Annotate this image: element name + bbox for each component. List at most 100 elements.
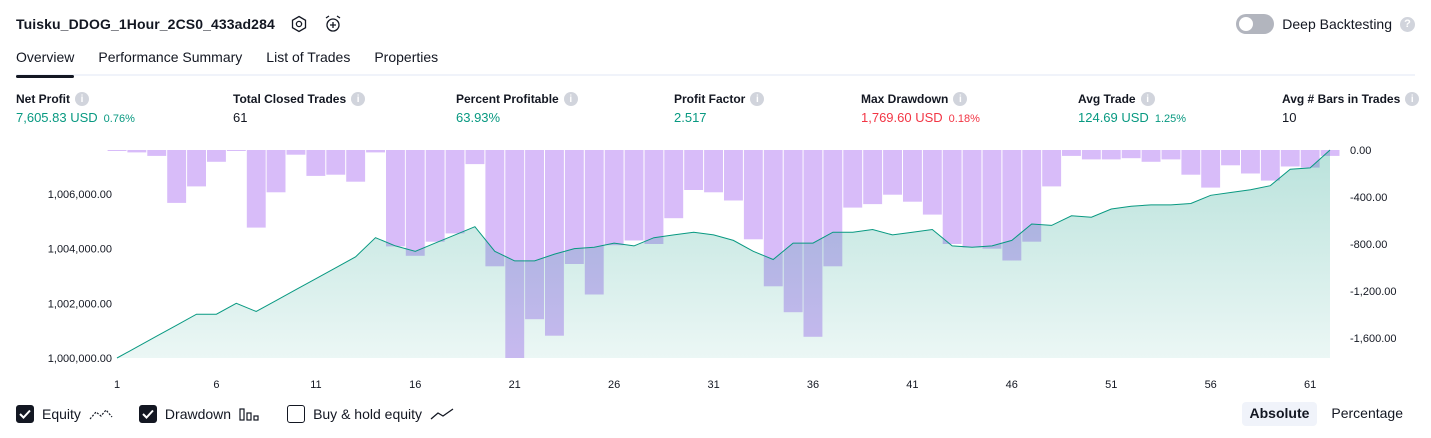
metric-value: 2.517: [674, 110, 707, 125]
metric-avg-bars: Avg # Bars in Trades i 10: [1282, 92, 1420, 125]
metric-value: 1,769.60 USD: [861, 110, 943, 125]
right-axis-tick: -1,600.00: [1350, 333, 1396, 345]
deep-backtesting-toggle[interactable]: [1236, 14, 1275, 34]
info-icon[interactable]: i: [750, 92, 765, 106]
drawdown-bar: [127, 150, 147, 153]
drawdown-bar: [903, 150, 922, 202]
info-icon[interactable]: i: [1140, 92, 1155, 106]
absolute-button[interactable]: Absolute: [1241, 402, 1318, 426]
legend-equity[interactable]: Equity: [16, 405, 113, 423]
drawdown-bar: [1141, 150, 1161, 162]
scale-mode: Absolute Percentage: [1241, 402, 1412, 426]
legend-label: Buy & hold equity: [313, 406, 423, 422]
drawdown-bar: [266, 150, 286, 193]
drawdown-bar: [1081, 150, 1101, 160]
drawdown-bar: [465, 150, 485, 165]
drawdown-bar: [107, 150, 127, 151]
drawdown-bar: [1201, 150, 1221, 188]
x-axis-tick: 21: [509, 379, 521, 391]
metric-label: Max Drawdown: [861, 92, 949, 106]
x-axis: 1 6 11 16 21 26 31 36 41 46 51 56 61: [114, 379, 1316, 391]
drawdown-bar: [445, 150, 465, 234]
tab-bar: Overview Performance Summary List of Tra…: [16, 46, 1415, 78]
drawdown-bar: [644, 150, 664, 244]
metric-percent-profitable: Percent Profitable i 63.93%: [456, 92, 578, 125]
drawdown-bar: [743, 150, 763, 240]
metric-label: Net Profit: [16, 92, 70, 106]
left-axis-tick: 1,000,000.00: [48, 353, 112, 365]
metric-value: 61: [233, 110, 248, 125]
drawdown-bar: [207, 150, 226, 162]
deep-backtesting: Deep Backtesting ?: [1236, 12, 1415, 36]
x-axis-tick: 26: [608, 379, 620, 391]
x-axis-tick: 56: [1205, 379, 1217, 391]
legend-drawdown[interactable]: Drawdown: [138, 405, 261, 423]
equity-line: [116, 149, 1331, 359]
help-icon[interactable]: ?: [1400, 16, 1415, 32]
info-icon[interactable]: i: [563, 92, 578, 106]
info-icon[interactable]: i: [1405, 92, 1420, 106]
drawdown-bar: [763, 150, 783, 287]
tab-list-of-trades[interactable]: List of Trades: [266, 49, 351, 65]
metric-profit-factor: Profit Factor i 2.517: [674, 92, 765, 125]
drawdown-bar: [604, 150, 624, 246]
x-axis-tick: 61: [1304, 379, 1316, 391]
right-axis-tick: -800.00: [1350, 239, 1387, 251]
drawdown-bar: [346, 150, 366, 182]
buy-hold-checkbox[interactable]: [287, 405, 306, 423]
metric-total-closed-trades: Total Closed Trades i 61: [233, 92, 366, 125]
metric-label: Total Closed Trades: [233, 92, 347, 106]
drawdown-bar: [1101, 150, 1121, 160]
percentage-button[interactable]: Percentage: [1331, 405, 1403, 421]
drawdown-bar: [863, 150, 883, 205]
drawdown-bar: [564, 150, 584, 264]
drawdown-bar: [1121, 150, 1141, 159]
info-icon[interactable]: i: [351, 92, 366, 106]
drawdown-bar: [982, 150, 1002, 249]
equity-drawdown-chart[interactable]: 1,000,000.00 1,002,000.00 1,004,000.00 1,00…: [0, 140, 1431, 396]
right-axis-tick: 0.00: [1350, 145, 1371, 157]
toggle-knob: [1239, 17, 1254, 31]
drawdown-checkbox[interactable]: [138, 405, 157, 423]
equity-line-icon: [89, 407, 113, 421]
gear-icon[interactable]: [289, 14, 309, 34]
drawdown-bar: [147, 150, 167, 156]
metric-label: Avg Trade: [1078, 92, 1136, 106]
drawdown-bar: [226, 150, 246, 151]
info-icon[interactable]: i: [953, 92, 968, 106]
drawdown-bar: [684, 150, 704, 190]
equity-checkbox[interactable]: [16, 405, 34, 423]
drawdown-bar: [1002, 150, 1022, 261]
drawdown-bar: [425, 150, 445, 242]
x-axis-tick: 51: [1105, 379, 1117, 391]
legend-buy-hold[interactable]: Buy & hold equity: [287, 405, 454, 423]
left-axis: 1,000,000.00 1,002,000.00 1,004,000.00 1,00…: [48, 189, 112, 365]
tab-overview[interactable]: Overview: [16, 46, 75, 78]
drawdown-bar: [1280, 150, 1300, 167]
right-axis-tick: -400.00: [1350, 192, 1387, 204]
x-axis-tick: 31: [707, 379, 719, 391]
drawdown-bar: [386, 150, 405, 247]
x-axis-tick: 41: [906, 379, 918, 391]
drawdown-bar: [1241, 150, 1260, 174]
x-axis-tick: 11: [310, 379, 321, 391]
drawdown-bar: [485, 150, 505, 267]
drawdown-bar: [1161, 150, 1181, 160]
drawdown-bar: [1221, 150, 1240, 166]
drawdown-bar: [962, 150, 982, 248]
legend-label: Drawdown: [164, 406, 232, 422]
metric-value: 124.69 USD: [1078, 110, 1149, 125]
x-axis-tick: 1: [114, 379, 120, 391]
x-axis-tick: 16: [409, 379, 421, 391]
deep-backtesting-label: Deep Backtesting: [1282, 16, 1392, 32]
metric-avg-trade: Avg Trade i 124.69 USD 1.25%: [1078, 92, 1186, 125]
alarm-clock-plus-icon[interactable]: [323, 14, 343, 34]
x-axis-tick: 6: [213, 379, 219, 391]
x-axis-tick: 46: [1006, 379, 1018, 391]
tab-properties[interactable]: Properties: [374, 49, 439, 65]
tab-performance-summary[interactable]: Performance Summary: [98, 49, 243, 65]
drawdown-bar: [843, 150, 863, 208]
metric-max-drawdown: Max Drawdown i 1,769.60 USD 0.18%: [861, 92, 980, 125]
x-axis-tick: 36: [807, 379, 819, 391]
info-icon[interactable]: i: [75, 92, 89, 106]
